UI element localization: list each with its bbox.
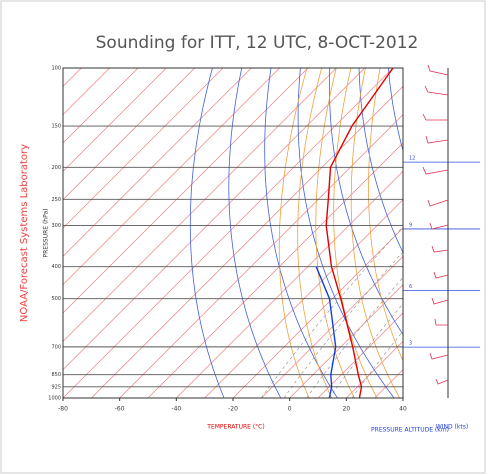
isotherm bbox=[63, 68, 280, 286]
y-tick-label: 850 bbox=[51, 372, 61, 378]
profile-line bbox=[315, 266, 337, 399]
isotherm bbox=[261, 255, 403, 398]
y-tick-label: 500 bbox=[51, 296, 61, 302]
y-tick-label: 150 bbox=[51, 124, 61, 130]
mixing-line bbox=[261, 226, 403, 398]
isotherm bbox=[63, 68, 167, 172]
y-tick-label: 100 bbox=[51, 66, 61, 72]
y2-tick-label: 12 bbox=[409, 156, 415, 162]
y-tick-label: 250 bbox=[51, 197, 61, 203]
isotherm bbox=[63, 68, 309, 314]
y2-axis-label: PRESSURE ALTITUDE (km) bbox=[371, 427, 449, 434]
x-tick-label: -80 bbox=[58, 406, 68, 413]
mixing-line bbox=[306, 277, 403, 398]
isotherm bbox=[63, 68, 195, 201]
x-tick-label: 20 bbox=[343, 406, 351, 413]
y2-tick-label: 6 bbox=[409, 284, 412, 290]
isotherm bbox=[346, 340, 403, 398]
y-tick-label: 700 bbox=[51, 344, 61, 350]
isotherm bbox=[204, 199, 403, 398]
isotherm bbox=[63, 68, 394, 398]
profile-line bbox=[325, 67, 394, 399]
y-tick-label: 400 bbox=[51, 264, 61, 270]
x-tick-label: -40 bbox=[171, 406, 181, 413]
isotherm bbox=[232, 227, 403, 398]
x-tick-label: 0 bbox=[288, 406, 292, 413]
y2-tick-label: 9 bbox=[409, 222, 412, 228]
y-tick-label: 1000 bbox=[48, 396, 61, 402]
mixing-line bbox=[283, 251, 403, 398]
isotherm bbox=[317, 312, 403, 398]
y-tick-label: 925 bbox=[51, 384, 61, 390]
isotherm bbox=[63, 68, 252, 257]
x-tick-label: -60 bbox=[115, 406, 125, 413]
chart-title: Sounding for ITT, 12 UTC, 8-OCT-2012 bbox=[96, 33, 419, 53]
side-label: NOAA/Forecast Systems Laboratory bbox=[19, 144, 30, 322]
wind-barbs bbox=[422, 64, 449, 385]
y-tick-label: 300 bbox=[51, 223, 61, 229]
isotherm bbox=[176, 170, 403, 398]
x-tick-label: 40 bbox=[399, 406, 407, 413]
x-axis-label: TEMPERATURE (°C) bbox=[206, 424, 264, 431]
isotherm bbox=[63, 68, 139, 144]
wind-label: WIND (kts) bbox=[436, 424, 468, 431]
isotherm bbox=[63, 68, 365, 371]
y-axis-label: PRESSURE (hPa) bbox=[43, 209, 50, 258]
isotherm bbox=[63, 68, 337, 342]
y-tick-label: 200 bbox=[51, 165, 61, 171]
isotherm bbox=[63, 68, 224, 229]
isotherm bbox=[91, 85, 403, 398]
isotherm bbox=[119, 114, 403, 398]
y2-tick-label: 3 bbox=[409, 341, 412, 347]
isotherm bbox=[289, 284, 403, 398]
x-tick-label: -20 bbox=[228, 406, 238, 413]
plot-border bbox=[62, 67, 404, 399]
mixing-line bbox=[329, 303, 403, 398]
